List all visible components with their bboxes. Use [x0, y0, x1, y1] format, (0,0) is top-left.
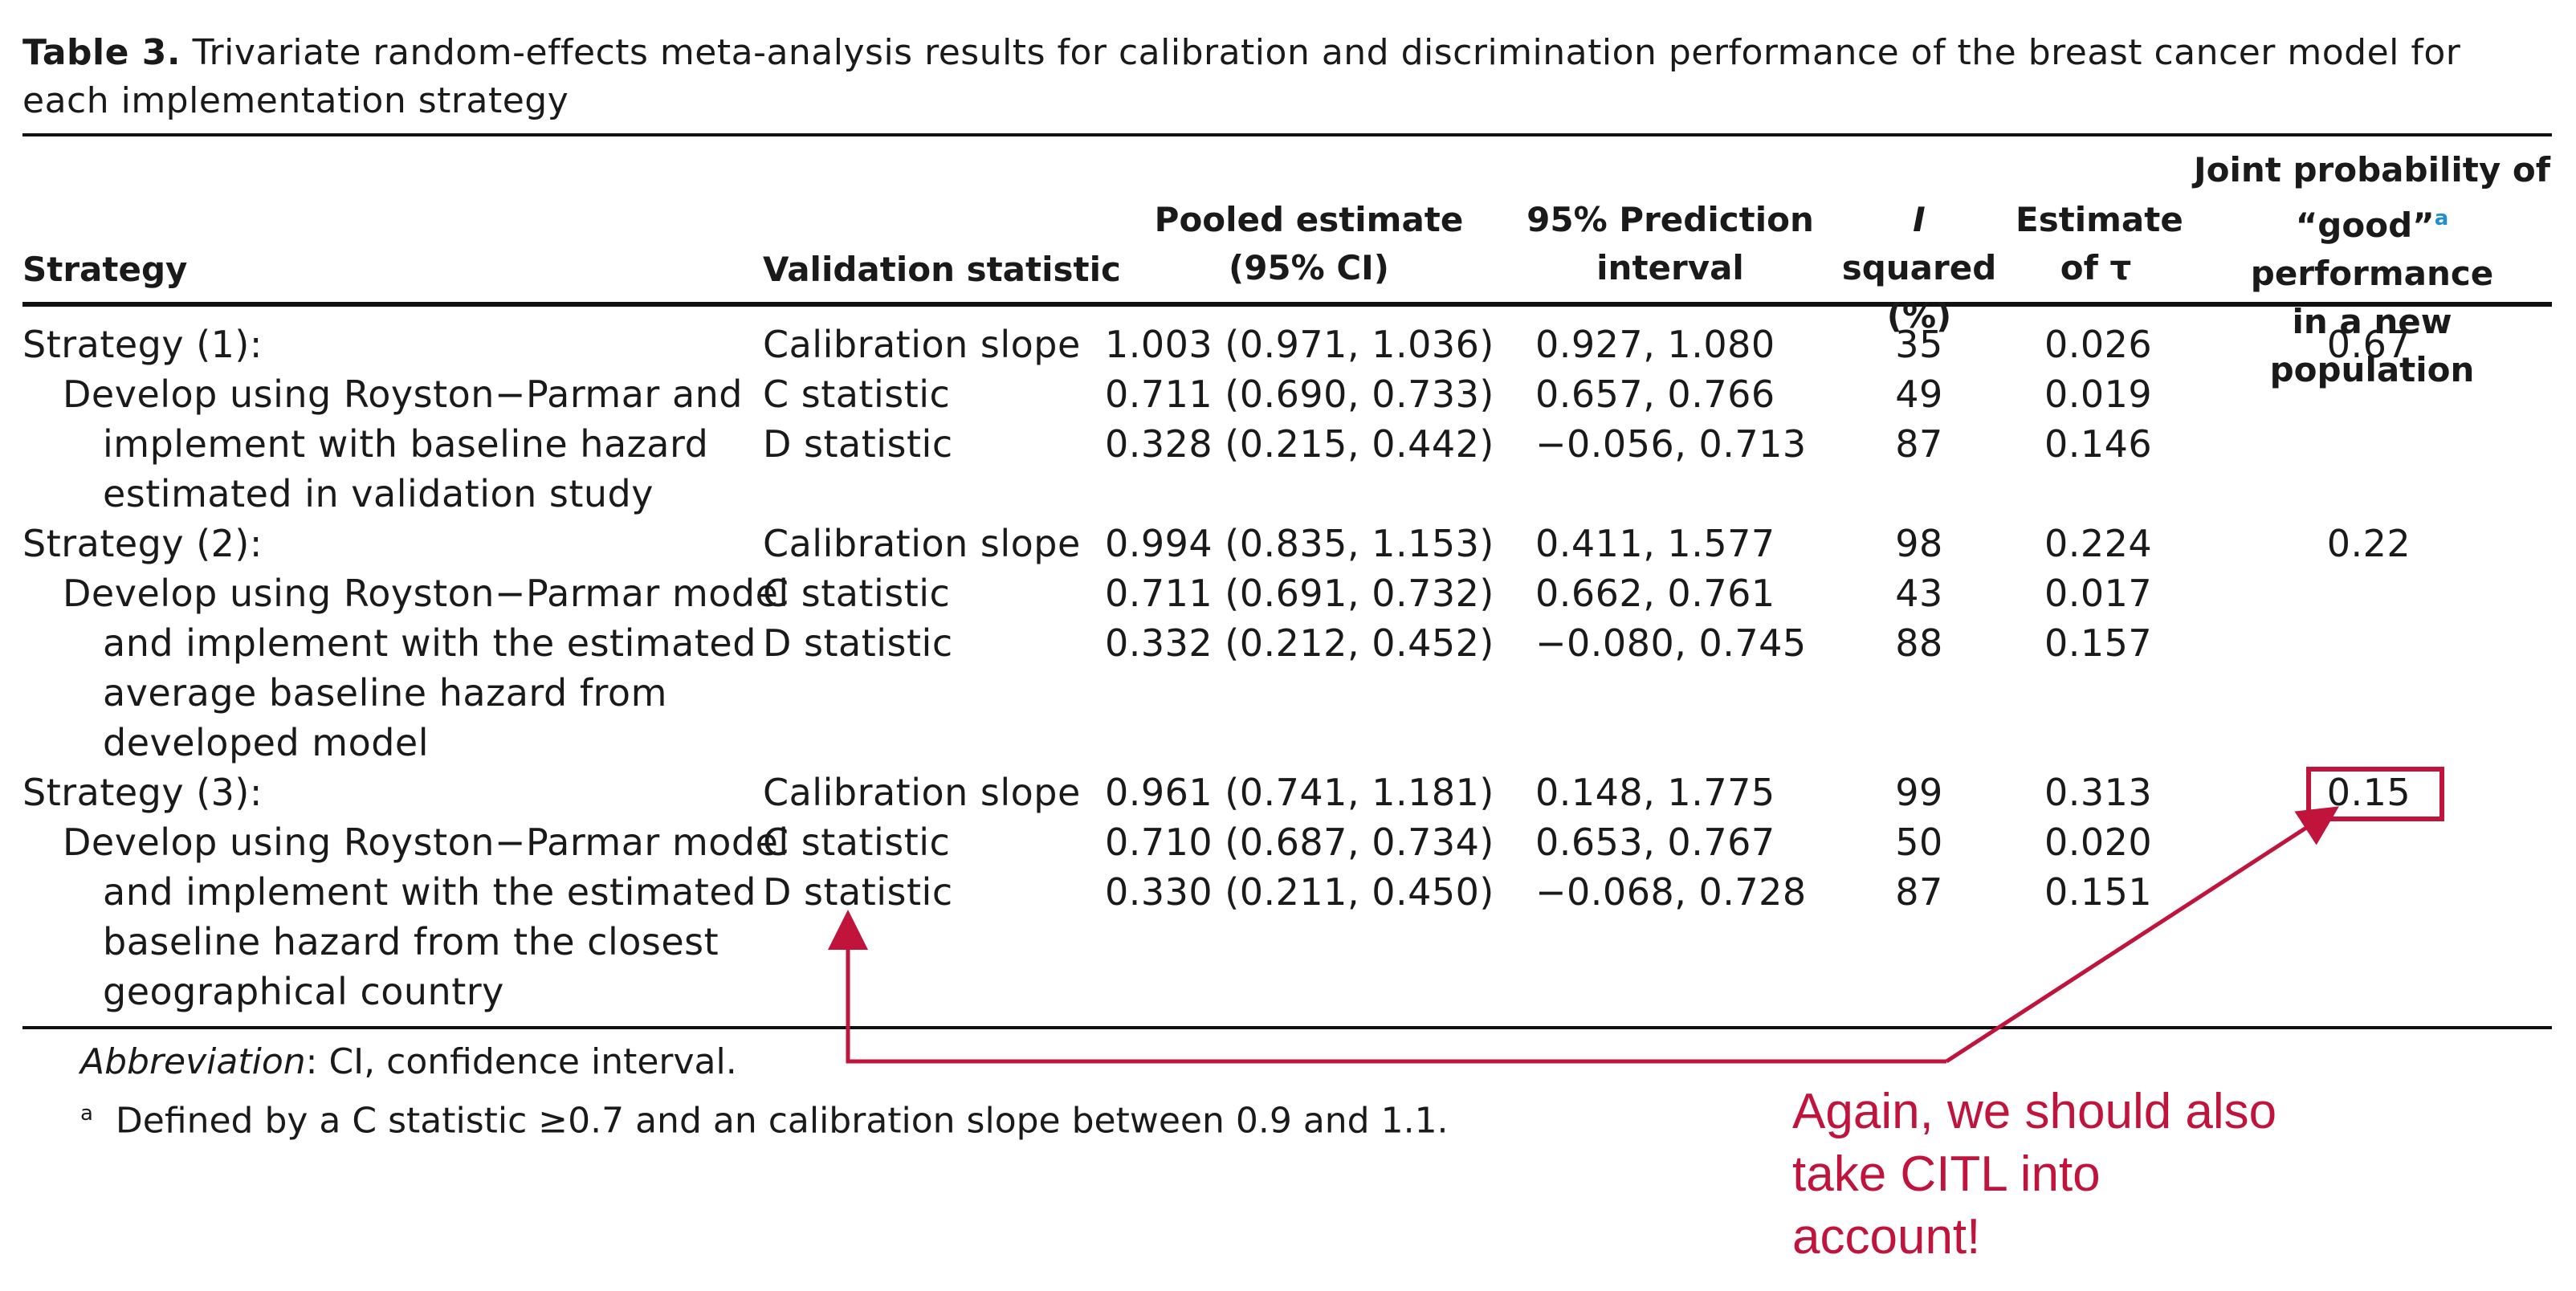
header-isquared: I squared (%)	[1841, 200, 1997, 336]
s3-row3-pooled: 0.330 (0.211, 0.450)	[1105, 870, 1494, 914]
s1-row1-pooled: 1.003 (0.971, 1.036)	[1105, 323, 1494, 366]
header-prediction: 95% Prediction interval	[1526, 200, 1814, 287]
strategy-2-desc-3: average baseline hazard from	[103, 671, 667, 715]
annotation-note: Again, we should also take CITL into acc…	[1792, 1081, 2276, 1269]
strategy-1-name: Strategy (1):	[22, 323, 263, 366]
table-title: Trivariate random-effects meta-analysis …	[22, 32, 2461, 121]
s2-row2-tau: 0.017	[2044, 572, 2153, 615]
s3-row1-pooled: 0.961 (0.741, 1.181)	[1105, 771, 1494, 814]
strategy-1-desc-2: implement with baseline hazard	[103, 422, 709, 466]
s1-row3-stat: D statistic	[763, 422, 953, 466]
s3-row3-isq: 87	[1895, 870, 1943, 914]
s2-row2-pred: 0.662, 0.761	[1535, 572, 1775, 615]
bottom-rule	[22, 1026, 2552, 1029]
s3-row1-tau: 0.313	[2044, 771, 2153, 814]
s2-row2-pooled: 0.711 (0.691, 0.732)	[1105, 572, 1494, 615]
header-joint-probability: Joint probability of “good”a performance…	[2194, 150, 2550, 389]
s1-row2-isq: 49	[1895, 373, 1943, 416]
s1-row3-tau: 0.146	[2044, 422, 2153, 466]
s3-row2-stat: C statistic	[763, 821, 951, 864]
strategy-2-name: Strategy (2):	[22, 522, 263, 565]
s3-row3-pred: −0.068, 0.728	[1535, 870, 1807, 914]
s2-row2-isq: 43	[1895, 572, 1943, 615]
s3-row1-pred: 0.148, 1.775	[1535, 771, 1775, 814]
s3-row2-isq: 50	[1895, 821, 1943, 864]
header-pooled: Pooled estimate (95% CI)	[1154, 200, 1464, 287]
annotation-line-2: take CITL into	[1792, 1146, 2101, 1202]
strategy-3-desc-3: baseline hazard from the closest	[103, 920, 719, 963]
s1-row3-isq: 87	[1895, 422, 1943, 466]
strategy-3-desc-2: and implement with the estimated	[103, 870, 756, 914]
strategy-3-name: Strategy (3):	[22, 771, 263, 814]
s2-row3-pred: −0.080, 0.745	[1535, 621, 1807, 665]
s1-row2-pred: 0.657, 0.766	[1535, 373, 1775, 416]
strategy-1-desc-1: Develop using Royston−Parmar and	[63, 373, 744, 416]
s2-row1-tau: 0.224	[2044, 522, 2153, 565]
s3-row1-isq: 99	[1895, 771, 1943, 814]
s1-row1-pred: 0.927, 1.080	[1535, 323, 1775, 366]
header-rule	[22, 302, 2552, 307]
strategy-3-desc-1: Develop using Royston−Parmar model	[63, 821, 789, 864]
s2-row1-pred: 0.411, 1.577	[1535, 522, 1775, 565]
s1-row2-pooled: 0.711 (0.690, 0.733)	[1105, 373, 1494, 416]
s2-row1-isq: 98	[1895, 522, 1943, 565]
s1-row3-pooled: 0.328 (0.215, 0.442)	[1105, 422, 1494, 466]
top-rule	[22, 133, 2552, 136]
annotation-arrow-diagonal	[1945, 806, 2339, 1064]
s2-row1-stat: Calibration slope	[763, 522, 1081, 565]
s2-row3-stat: D statistic	[763, 621, 953, 665]
s3-row2-tau: 0.020	[2044, 821, 2153, 864]
table-label: Table 3.	[22, 32, 181, 73]
strategy-1-desc-3: estimated in validation study	[103, 472, 654, 515]
s1-joint: 0.67	[2326, 323, 2411, 366]
strategy-2-desc-1: Develop using Royston−Parmar model	[63, 572, 789, 615]
s1-row1-stat: Calibration slope	[763, 323, 1081, 366]
s1-row2-stat: C statistic	[763, 373, 951, 416]
s3-row1-stat: Calibration slope	[763, 771, 1081, 814]
s2-row2-stat: C statistic	[763, 572, 951, 615]
s2-row1-pooled: 0.994 (0.835, 1.153)	[1105, 522, 1494, 565]
s1-row1-tau: 0.026	[2044, 323, 2153, 366]
s2-row3-pooled: 0.332 (0.212, 0.452)	[1105, 621, 1494, 665]
footnote-a: a Defined by a C statistic ≥0.7 and an c…	[80, 1100, 1449, 1142]
s2-row3-isq: 88	[1895, 621, 1943, 665]
s1-row1-isq: 35	[1895, 323, 1943, 366]
strategy-2-desc-2: and implement with the estimated	[103, 621, 756, 665]
s3-row2-pooled: 0.710 (0.687, 0.734)	[1105, 821, 1494, 864]
s2-row3-tau: 0.157	[2044, 621, 2153, 665]
strategy-2-desc-4: developed model	[103, 721, 430, 764]
annotation-line-1: Again, we should also	[1792, 1084, 2277, 1139]
s2-joint: 0.22	[2326, 522, 2411, 565]
s3-row3-tau: 0.151	[2044, 870, 2153, 914]
annotation-line-3: account!	[1792, 1209, 1981, 1265]
header-tau: Estimate of τ	[2016, 200, 2183, 287]
header-strategy: Strategy	[22, 250, 188, 289]
s1-row3-pred: −0.056, 0.713	[1535, 422, 1807, 466]
table-caption: Table 3. Trivariate random-effects meta-…	[22, 29, 2552, 125]
s3-row2-pred: 0.653, 0.767	[1535, 821, 1775, 864]
strategy-3-desc-4: geographical country	[103, 970, 504, 1013]
s1-row2-tau: 0.019	[2044, 373, 2153, 416]
highlight-box	[2306, 767, 2444, 821]
s3-joint: 0.15	[2326, 771, 2411, 814]
footnote-abbreviation: Abbreviation: CI, confidence interval.	[80, 1041, 737, 1082]
annotation-arrow-line	[828, 910, 1946, 1064]
s3-row3-stat: D statistic	[763, 870, 953, 914]
header-validation: Validation statistic	[763, 250, 1121, 289]
